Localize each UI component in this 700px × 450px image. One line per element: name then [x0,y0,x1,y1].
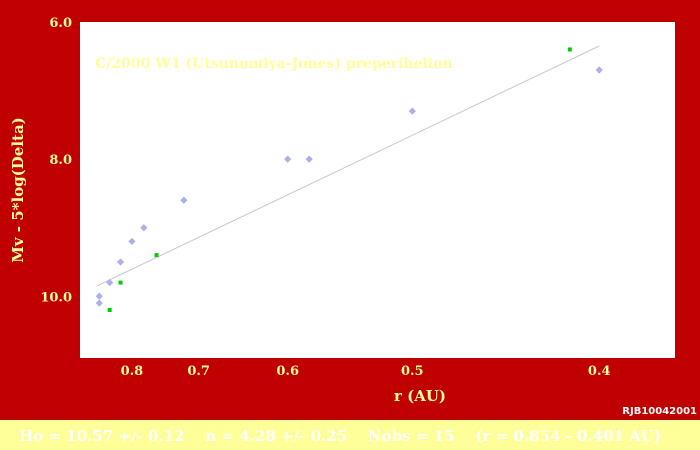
y-tick-label-3: 10.0 [40,290,72,305]
data-point-s1-2 [95,292,103,300]
x-tick-label-4: 0.5 [401,364,424,379]
plot-area [80,22,675,358]
data-point-s1-9 [305,155,313,163]
fit-line [96,45,600,287]
data-point-s2-1 [107,308,112,312]
fit-line-layer [96,45,600,287]
data-point-s1-1 [95,299,103,307]
data-point-s1-5 [128,237,136,246]
x-tick-label-3: 0.6 [276,364,299,379]
data-point-s1-7 [180,196,188,204]
fit-summary-text: Ho = 10.57 +/- 0.12 n = 4.28 +/- 0.25 No… [19,427,661,445]
data-point-s1-6 [140,224,148,232]
fit-summary-band: Ho = 10.57 +/- 0.12 n = 4.28 +/- 0.25 No… [0,420,700,450]
x-tick-label-1: 0.8 [121,364,144,379]
y-tick-label-2: 8.0 [49,153,72,168]
data-point-s2-4 [567,47,572,52]
x-tick-label-5: 0.4 [588,364,611,379]
data-point-s1-3 [106,278,114,287]
data-point-s1-11 [595,66,603,74]
x-tick-labels: 0.8 0.7 0.6 0.5 0.4 [121,364,611,379]
data-points-layer [95,47,603,312]
credit-label: RJB10042001 [622,406,697,417]
y-tick-labels: 6.0 8.0 10.0 [40,16,72,305]
y-axis-label: Mv - 5*log(Delta) [9,117,27,263]
data-point-s1-10 [408,107,416,115]
data-point-s1-8 [284,155,292,163]
data-point-s1-4 [116,258,125,266]
x-tick-label-2: 0.7 [187,364,210,379]
chart-title: C/2000 W1 (Utsunomiya-Jones) preperiheli… [95,56,453,72]
data-point-s2-2 [118,280,123,285]
x-axis-label: r (AU) [394,387,446,405]
y-tick-label-1: 6.0 [49,16,72,31]
data-point-s2-3 [154,253,159,258]
fit-summary-svg: Ho = 10.57 +/- 0.12 n = 4.28 +/- 0.25 No… [19,427,661,445]
